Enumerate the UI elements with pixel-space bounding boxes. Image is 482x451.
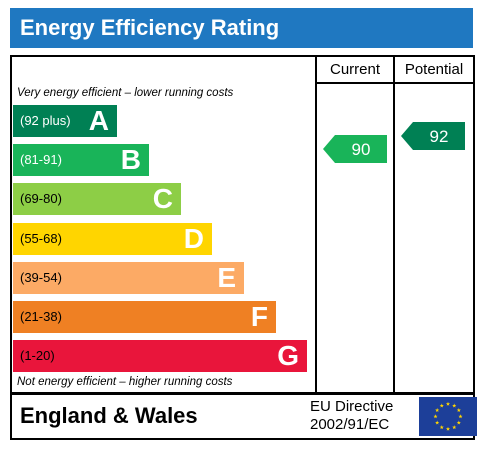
page-title: Energy Efficiency Rating — [20, 15, 280, 40]
flag-star — [433, 414, 438, 419]
current-column-header: Current — [329, 61, 381, 78]
band-c: (69-80) C — [13, 183, 181, 215]
band-letter: G — [277, 340, 299, 371]
flag-star — [456, 420, 461, 425]
column-divider-current — [315, 57, 317, 392]
flag-star — [435, 408, 440, 413]
flag-star — [439, 403, 444, 408]
band-letter: F — [250, 301, 268, 332]
band-letter: E — [217, 262, 236, 293]
rating-chart: Current Potential Very energy efficient … — [10, 55, 475, 394]
band-range: (69-80) — [20, 191, 62, 206]
potential-column-header: Potential — [404, 61, 464, 78]
band-b: (81-91) B — [13, 144, 149, 176]
eu-flag-icon — [419, 397, 477, 436]
flag-star — [458, 414, 463, 419]
band-letter: B — [120, 144, 141, 175]
flag-star — [452, 425, 457, 430]
potential-rating-value: 92 — [429, 127, 449, 146]
band-letter: C — [152, 183, 173, 214]
band-e: (39-54) E — [13, 262, 244, 294]
potential-rating-arrow: 92 — [401, 122, 465, 150]
column-divider-potential — [393, 57, 395, 392]
header-divider — [315, 82, 473, 84]
region-label: England & Wales — [20, 403, 198, 428]
band-g: (1-20) G — [13, 340, 307, 372]
flag-star — [435, 420, 440, 425]
footer: England & Wales EU Directive 2002/91/EC — [10, 393, 477, 440]
bottom-caption: Not energy efficient – higher running co… — [17, 376, 233, 388]
directive-line-2: 2002/91/EC — [310, 416, 390, 433]
flag-star — [456, 408, 461, 413]
band-range: (39-54) — [20, 270, 62, 285]
band-range: (81-91) — [20, 152, 62, 167]
band-d: (55-68) D — [13, 223, 212, 255]
band-a: (92 plus) A — [13, 105, 117, 137]
band-range: (1-20) — [20, 348, 55, 363]
band-letter: A — [88, 105, 109, 136]
band-range: (92 plus) — [20, 113, 71, 128]
title-bar: Energy Efficiency Rating — [10, 8, 473, 48]
band-f: (21-38) F — [13, 301, 276, 333]
band-range: (21-38) — [20, 309, 62, 324]
band-letter: D — [183, 223, 204, 254]
directive-line-1: EU Directive — [310, 398, 394, 415]
current-rating-arrow: 90 — [323, 135, 387, 163]
band-range: (55-68) — [20, 231, 62, 246]
top-caption: Very energy efficient – lower running co… — [17, 87, 234, 99]
current-rating-value: 90 — [351, 140, 371, 159]
flag-star — [452, 403, 457, 408]
flag-star — [445, 401, 451, 406]
flag-star — [445, 426, 451, 431]
flag-star — [439, 425, 444, 430]
eu-directive: EU Directive 2002/91/EC — [310, 398, 393, 434]
